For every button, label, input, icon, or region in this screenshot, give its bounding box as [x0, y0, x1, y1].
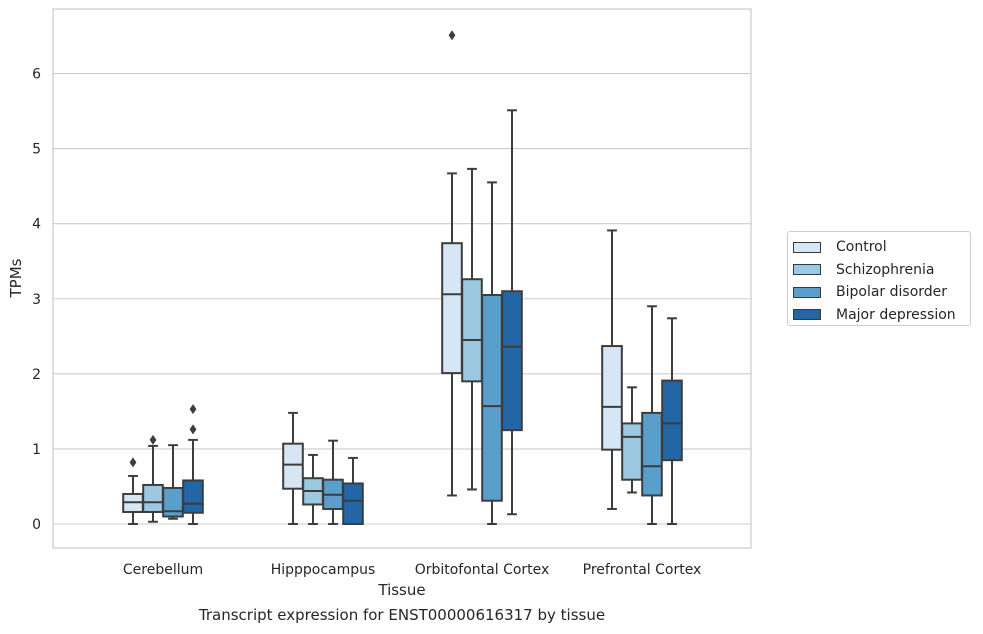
boxes	[122, 30, 683, 525]
outlier-point	[149, 434, 157, 445]
box-bipolar-disorder	[641, 305, 663, 525]
legend-item-control: Control	[793, 236, 970, 259]
box-bipolar-disorder	[322, 439, 344, 525]
chart-caption: Transcript expression for ENST0000061631…	[198, 606, 606, 624]
y-tick-label: 5	[32, 142, 41, 158]
plot-area-frame	[52, 8, 752, 549]
legend-item-bipolar-disorder: Bipolar disorder	[793, 281, 970, 304]
box-control	[441, 30, 463, 497]
box-major-depression	[501, 109, 523, 516]
iqr-box	[601, 345, 623, 451]
box-control	[122, 457, 144, 525]
outlier-point	[189, 404, 197, 415]
box-schizophrenia	[621, 386, 643, 494]
legend-swatch	[793, 286, 821, 298]
box-control	[601, 229, 623, 510]
outlier-point	[129, 457, 137, 468]
legend-swatch	[793, 241, 821, 253]
y-tick-label: 0	[32, 517, 41, 533]
x-tick-label: Prefrontal Cortex	[583, 562, 702, 578]
y-tick-label: 4	[32, 217, 41, 233]
box-bipolar-disorder	[481, 181, 503, 525]
iqr-box	[621, 422, 643, 481]
legend-label: Schizophrenia	[836, 261, 935, 278]
y-tick-label: 2	[32, 367, 41, 383]
y-tick-label: 1	[32, 442, 41, 458]
iqr-box	[441, 242, 463, 375]
box-control	[282, 411, 304, 525]
x-axis-label: Tissue	[377, 581, 425, 599]
box-bipolar-disorder	[162, 444, 184, 520]
box-schizophrenia	[142, 434, 164, 523]
gridlines	[53, 72, 751, 525]
iqr-box	[501, 290, 523, 432]
legend-swatch	[793, 309, 821, 321]
y-tick-label: 6	[32, 67, 41, 83]
legend-label: Bipolar disorder	[836, 284, 948, 301]
iqr-box	[461, 278, 483, 383]
legend: Control Schizophrenia Bipolar disorder M…	[787, 231, 971, 326]
y-tick-labels: 0 1 2 3 4 5 6	[32, 67, 41, 533]
y-tick-label: 3	[32, 292, 41, 308]
y-axis-label: TPMs	[7, 258, 25, 298]
box-schizophrenia	[302, 453, 324, 525]
iqr-box	[282, 442, 304, 490]
outlier-point	[189, 424, 197, 435]
iqr-box	[641, 411, 663, 497]
legend-label: Major depression	[836, 306, 956, 323]
x-tick-labels: Cerebellum Hipppocampus Orbitofontal Corte…	[123, 562, 701, 578]
legend-item-schizophrenia: Schizophrenia	[793, 259, 970, 282]
box-major-depression	[342, 456, 364, 525]
box-schizophrenia	[461, 167, 483, 491]
x-tick-label: Orbitofontal Cortex	[415, 562, 550, 578]
box-major-depression	[661, 317, 683, 525]
iqr-box	[182, 479, 204, 514]
outlier-point	[448, 30, 456, 41]
legend-item-major-depression: Major depression	[793, 304, 970, 327]
iqr-box	[481, 294, 503, 502]
legend-label: Control	[836, 239, 887, 256]
iqr-box	[661, 379, 683, 462]
x-tick-label: Hipppocampus	[271, 562, 376, 578]
x-tick-label: Cerebellum	[123, 562, 203, 578]
box-major-depression	[182, 404, 204, 525]
iqr-box	[142, 483, 164, 513]
legend-swatch	[793, 264, 821, 276]
iqr-box	[342, 482, 364, 525]
